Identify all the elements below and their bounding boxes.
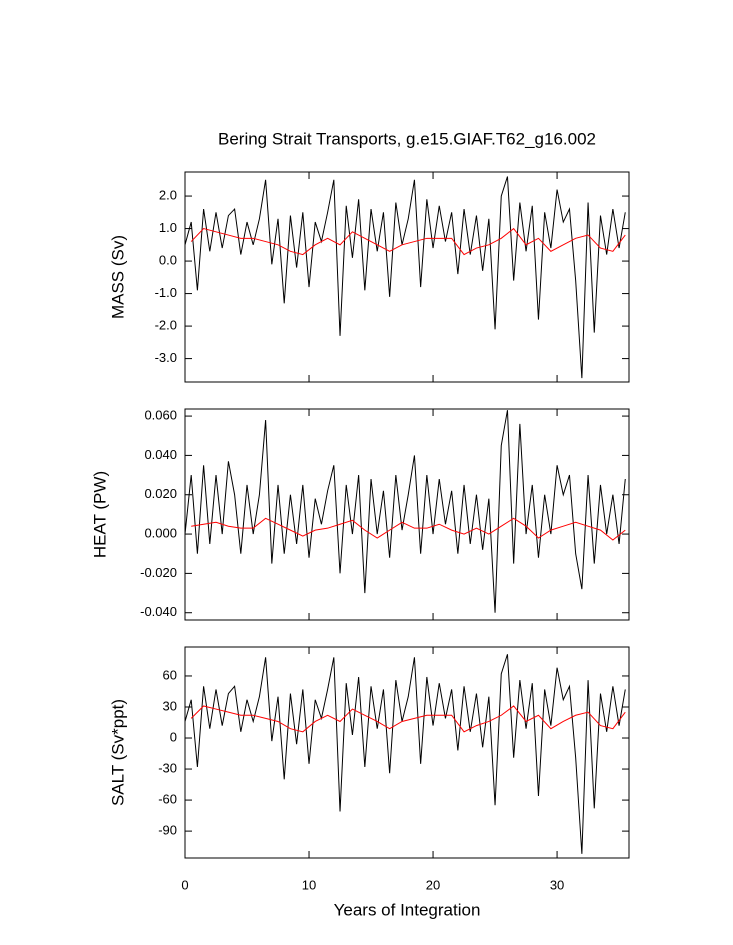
x-tick-label: 10 [302,877,316,892]
chart-title: Bering Strait Transports, g.e15.GIAF.T62… [218,129,596,148]
data-line [184,410,626,613]
plot-frame [184,171,630,383]
y-axis-label: MASS (Sv) [108,235,127,319]
y-tick-label: -2.0 [155,318,177,333]
data-line [184,654,626,854]
x-tick-label: 30 [550,877,564,892]
y-tick-label: -1.0 [155,285,177,300]
y-tick-label: -3.0 [155,350,177,365]
y-tick-label: 0.000 [144,526,177,541]
y-tick-label: 2.0 [159,187,177,202]
plot-frame [184,646,630,859]
y-axis-label: SALT (Sv*ppt) [108,699,127,806]
y-tick-label: -0.020 [140,565,177,580]
y-tick-label: 0.0 [159,253,177,268]
y-tick-label: 1.0 [159,220,177,235]
y-tick-label: 0.060 [144,408,177,423]
y-tick-label: -0.040 [140,604,177,619]
x-tick-label: 20 [426,877,440,892]
y-tick-label: -90 [158,823,177,838]
y-tick-label: 0.020 [144,486,177,501]
y-tick-label: 0.040 [144,447,177,462]
data-line [190,705,626,733]
y-tick-label: 60 [163,667,177,682]
data-line [184,176,626,379]
data-line [191,517,626,541]
y-axis-label: HEAT (PW) [90,471,109,558]
plot-frame [184,408,630,621]
y-tick-label: 0 [170,729,177,744]
data-line [190,227,626,256]
x-axis-label: Years of Integration [334,900,481,919]
y-tick-label: -60 [158,792,177,807]
y-tick-label: -30 [158,760,177,775]
y-tick-label: 30 [163,698,177,713]
x-tick-label: 0 [181,877,188,892]
